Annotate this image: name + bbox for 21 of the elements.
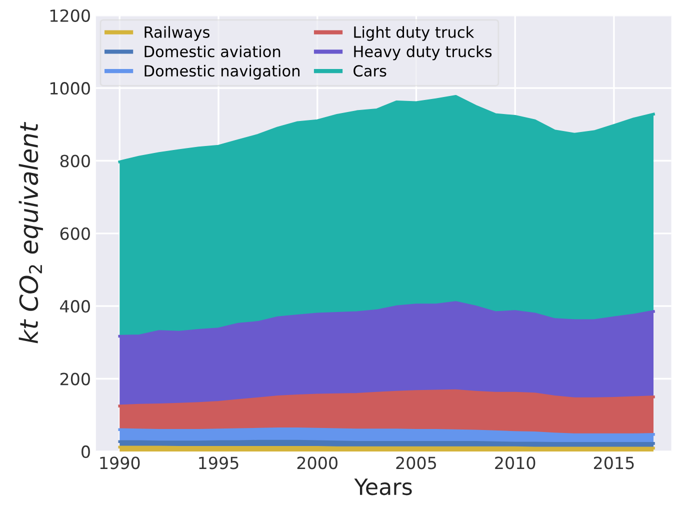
legend-label: Heavy duty trucks [354,45,492,60]
y-tick-label: 1200 [50,9,90,22]
legend-label: Domestic aviation [144,45,280,58]
y-tick-label: 800 [60,154,90,168]
y-tick-label: 600 [60,227,90,240]
y-tick-label: 0 [82,445,90,458]
legend-label: Railways [144,26,210,41]
y-tick-label: 400 [60,300,90,313]
x-axis-title: Years [354,478,412,496]
x-tick-label: 1995 [199,456,238,470]
x-tick-label: 1990 [100,456,140,470]
x-tick-label: 2000 [297,456,338,470]
legend-label: Domestic navigation [144,64,300,80]
x-tick-label: 2005 [396,456,436,470]
x-tick-label: 2015 [594,456,634,470]
legend-label: Light duty truck [354,26,474,41]
x-tick-label: 2010 [495,456,536,470]
y-axis-title: kt CO$_{2}$ equivalent [18,122,43,344]
y-tick-label: 1000 [50,82,90,95]
legend-label: Cars [354,65,386,77]
y-tick-label: 200 [60,372,90,386]
